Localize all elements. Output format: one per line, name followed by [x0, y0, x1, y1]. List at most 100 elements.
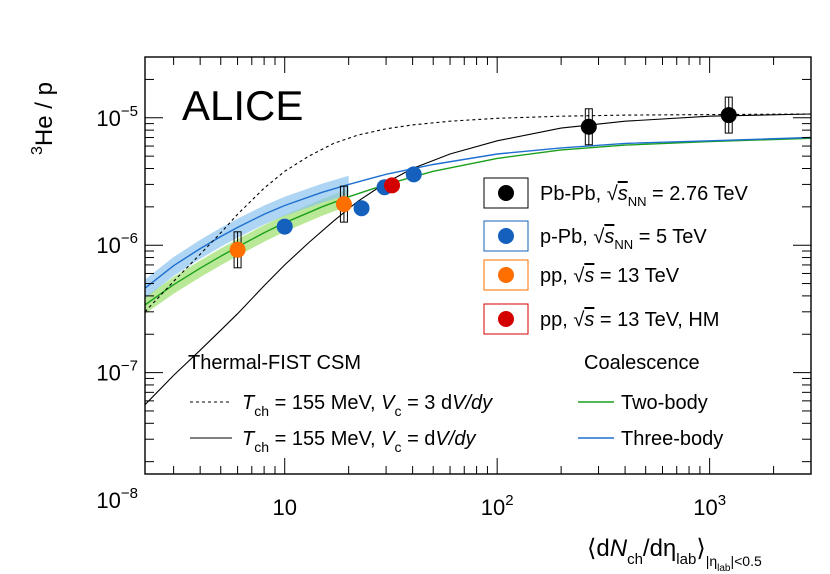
legend-sqrt-pphm: √ [573, 309, 584, 331]
legend-marker-pphm [498, 311, 514, 327]
legend-label-pp: pp, √s = 13 TeV [540, 265, 680, 287]
curve-csm-dashed [145, 113, 811, 313]
csm1-V: V [381, 428, 396, 450]
legend-box-ppb [483, 220, 529, 252]
csm0-V: V [381, 392, 396, 414]
csm0-V-tail: V/dy [452, 392, 493, 414]
y-axis-label: 3He / p [29, 82, 58, 155]
legend-root-pp: s [584, 265, 594, 287]
legend-root-sub-ppb: NN [614, 237, 633, 252]
data-point-pb-pb-0-1 [720, 107, 737, 124]
x-tick-label: 102 [481, 492, 514, 520]
x-axis-label-mid: /dη [643, 535, 676, 562]
x-tick-label-base: 10 [693, 495, 717, 520]
x-axis-label-ch: ch [627, 551, 643, 568]
x-axis-label-lab: lab [676, 551, 696, 568]
legend-system-ppb: p-Pb [540, 226, 582, 248]
y-tick-label: 10−6 [96, 230, 138, 258]
y-tick-label-base: 10 [96, 488, 120, 513]
data-point-p-pb-1-1 [353, 200, 370, 217]
data-point-p-pb-1-0 [276, 218, 293, 235]
curve-two-body [145, 137, 811, 306]
csm0-T: T [242, 392, 256, 414]
data-point-pb-pb-0-0 [580, 118, 597, 135]
legend-marker-pbpb [498, 185, 514, 201]
legend-label-csm-dashed: Tch = 155 MeV, Vc = 3 dV/dy [242, 392, 493, 419]
legend-box-pp [483, 259, 529, 291]
legend-root-pphm: s [584, 309, 594, 331]
data-point-pp-2-1 [335, 196, 352, 213]
x-axis-label: ⟨dNch/dηlab⟩|ηlab|<0.5 [587, 535, 762, 574]
csm1-T: T [242, 428, 256, 450]
legend-marker-pp [498, 267, 514, 283]
y-tick-label-base: 10 [96, 106, 120, 131]
x-axis-label-open: ⟨d [587, 535, 610, 562]
legend-marker-ppb [498, 228, 514, 244]
y-tick-label-exp: −5 [121, 103, 138, 120]
legend-box-pbpb [483, 177, 529, 209]
x-axis-label-cut-post: |<0.5 [730, 553, 761, 569]
x-tick-label-exp: 2 [505, 492, 513, 509]
legend-sqrt-ppb: √ [593, 226, 604, 248]
curve-three-body [145, 136, 811, 289]
y-tick-label-exp: −6 [121, 230, 138, 247]
y-tick-label-exp: −7 [121, 358, 138, 375]
legend-energy-pphm: 13 TeV, HM [617, 309, 719, 331]
legend: Pb-Pb, √sNN = 2.76 TeV p-Pb, √sNN = 5 Te… [483, 177, 749, 335]
csm0-V-val: = 3 d [407, 392, 452, 414]
legend-label-ppb: p-Pb, √sNN = 5 TeV [540, 226, 707, 252]
data-point-pp-2-0 [229, 241, 246, 258]
legend-box-pphm [483, 303, 529, 335]
legend-label-two-body: Two-body [621, 392, 708, 414]
y-tick-label-base: 10 [96, 361, 120, 386]
csm0-V-sub: c [395, 403, 402, 419]
y-tick-label: 10−7 [96, 358, 138, 386]
y-tick-label: 10−5 [96, 103, 138, 131]
legend-sqrt-pp: √ [573, 265, 584, 287]
model-legend: Thermal-FIST CSM Coalescence Tch = 155 M… [188, 352, 723, 455]
csm0-T-sub: ch [254, 403, 269, 419]
y-tick-label-base: 10 [96, 233, 120, 258]
csm1-V-val: = d [407, 428, 435, 450]
x-tick-label-exp: 3 [718, 492, 726, 509]
x-tick-label: 10 [272, 495, 296, 520]
legend-label-csm-solid: Tch = 155 MeV, Vc = dV/dy [242, 428, 476, 455]
legend-root-pbpb: s [618, 183, 628, 205]
x-tick-label-base: 10 [481, 495, 505, 520]
legend-label-three-body: Three-body [621, 428, 723, 450]
x-tick-label-base: 10 [272, 495, 296, 520]
y-tick-label: 10−8 [96, 485, 138, 513]
coalescence-title: Coalescence [584, 352, 700, 374]
csm-title: Thermal-FIST CSM [188, 352, 361, 374]
y-axis-label-main: He / p [31, 82, 58, 146]
legend-label-pbpb: Pb-Pb, √sNN = 2.76 TeV [540, 183, 749, 209]
plot-frame [144, 56, 812, 475]
legend-sqrt-pbpb: √ [607, 183, 618, 205]
data-point-p-pb-1-3 [405, 166, 422, 183]
x-axis-label-N: N [610, 535, 628, 562]
band-two-body [145, 189, 349, 314]
y-tick-label-exp: −8 [121, 485, 138, 502]
legend-energy-ppb: 5 TeV [656, 226, 707, 248]
legend-label-pphm: pp, √s = 13 TeV, HM [540, 309, 719, 331]
band-three-body [145, 175, 349, 299]
x-axis-label-close: ⟩ [696, 535, 705, 562]
legend-system-pp: pp [540, 265, 562, 287]
legend-system-pbpb: Pb-Pb [540, 183, 596, 205]
x-axis-label-cut-sub: lab [717, 563, 731, 574]
x-tick-label: 103 [693, 492, 726, 520]
legend-system-pphm: pp [540, 309, 562, 331]
y-axis-label-sup: 3 [29, 146, 46, 155]
csm1-T-val: = 155 MeV, [275, 428, 376, 450]
legend-energy-pbpb: 2.76 TeV [669, 183, 748, 205]
data-point-pp-3-0 [384, 177, 401, 194]
csm0-T-val: = 155 MeV, [275, 392, 376, 414]
csm1-T-sub: ch [254, 439, 269, 455]
experiment-label: ALICE [182, 82, 303, 129]
csm1-V-sub: c [395, 439, 402, 455]
legend-root-sub-pbpb: NN [628, 194, 647, 209]
x-axis-label-cut: |η [706, 553, 717, 569]
csm1-V-tail: V/dy [435, 428, 476, 450]
legend-root-ppb: s [604, 226, 614, 248]
